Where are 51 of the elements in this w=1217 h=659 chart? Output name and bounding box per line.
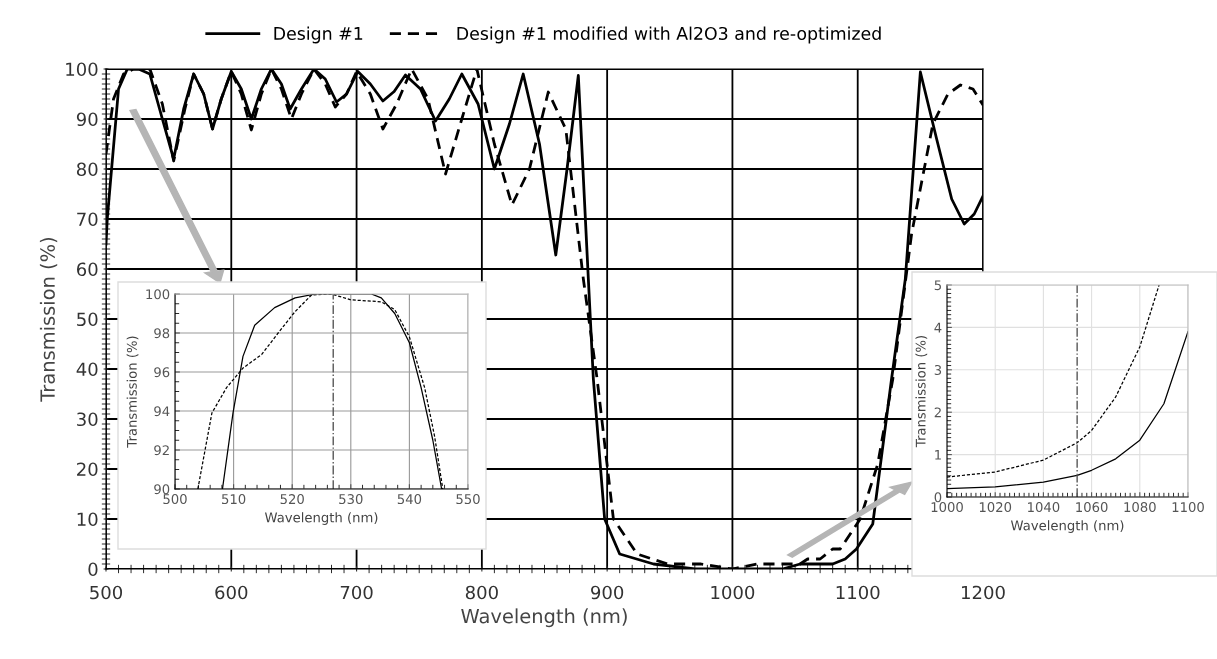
y-tick-label: 70 bbox=[77, 212, 98, 227]
x-tick-label: 1080 bbox=[1124, 502, 1156, 513]
y-axis-title: Transmission (%) bbox=[126, 336, 139, 448]
y-axis-title: Transmission (%) bbox=[39, 237, 58, 402]
x-tick-label: 550 bbox=[456, 494, 480, 505]
x-axis-title: Wavelength (nm) bbox=[1010, 520, 1124, 533]
x-tick-label: 1100 bbox=[836, 585, 880, 600]
x-tick-label: 510 bbox=[222, 494, 246, 505]
y-tick-label: 2 bbox=[934, 407, 941, 418]
legend-label: Design #1 bbox=[274, 26, 363, 44]
x-tick-label: 700 bbox=[340, 585, 373, 600]
x-tick-label: 1000 bbox=[931, 502, 963, 513]
x-tick-label: 530 bbox=[339, 494, 363, 505]
x-tick-label: 1200 bbox=[962, 585, 1005, 600]
y-tick-label: 0 bbox=[934, 492, 942, 503]
y-tick-label: 4 bbox=[934, 322, 942, 333]
legend-label: Design #1 modified with Al2O3 and re-optimized bbox=[457, 26, 881, 44]
y-tick-label: 20 bbox=[77, 462, 98, 477]
y-tick-label: 1 bbox=[935, 449, 941, 460]
x-axis-title: Wavelength (nm) bbox=[264, 512, 378, 525]
y-tick-label: 94 bbox=[154, 406, 170, 417]
x-tick-label: 800 bbox=[465, 585, 498, 600]
x-tick-label: 500 bbox=[163, 494, 187, 505]
y-tick-label: 30 bbox=[77, 412, 98, 427]
y-tick-label: 100 bbox=[146, 289, 170, 300]
y-tick-label: 96 bbox=[154, 367, 170, 378]
y-tick-label: 80 bbox=[76, 162, 98, 177]
y-tick-label: 92 bbox=[154, 445, 169, 456]
x-tick-label: 1100 bbox=[1172, 502, 1204, 513]
y-tick-label: 3 bbox=[934, 365, 942, 375]
y-axis-title: Transmission (%) bbox=[915, 336, 928, 448]
y-tick-label: 5 bbox=[934, 280, 941, 291]
y-tick-label: 90 bbox=[76, 112, 98, 127]
x-tick-label: 1020 bbox=[979, 502, 1012, 513]
x-tick-label: 500 bbox=[90, 585, 123, 600]
x-tick-label: 1060 bbox=[1076, 502, 1108, 513]
x-tick-label: 600 bbox=[215, 585, 248, 600]
y-tick-label: 40 bbox=[76, 362, 98, 377]
y-tick-label: 90 bbox=[154, 484, 170, 495]
y-tick-label: 10 bbox=[77, 512, 98, 527]
y-tick-label: 50 bbox=[77, 312, 98, 327]
x-tick-label: 1040 bbox=[1028, 502, 1060, 513]
y-tick-label: 100 bbox=[66, 62, 98, 77]
y-tick-label: 0 bbox=[88, 562, 98, 577]
x-tick-label: 1000 bbox=[711, 585, 755, 600]
y-tick-label: 60 bbox=[76, 262, 98, 277]
y-tick-label: 98 bbox=[154, 328, 170, 339]
x-tick-label: 540 bbox=[397, 494, 422, 505]
x-axis-title: Wavelength (nm) bbox=[461, 608, 627, 628]
x-tick-label: 520 bbox=[280, 494, 304, 505]
x-tick-label: 900 bbox=[591, 585, 624, 600]
